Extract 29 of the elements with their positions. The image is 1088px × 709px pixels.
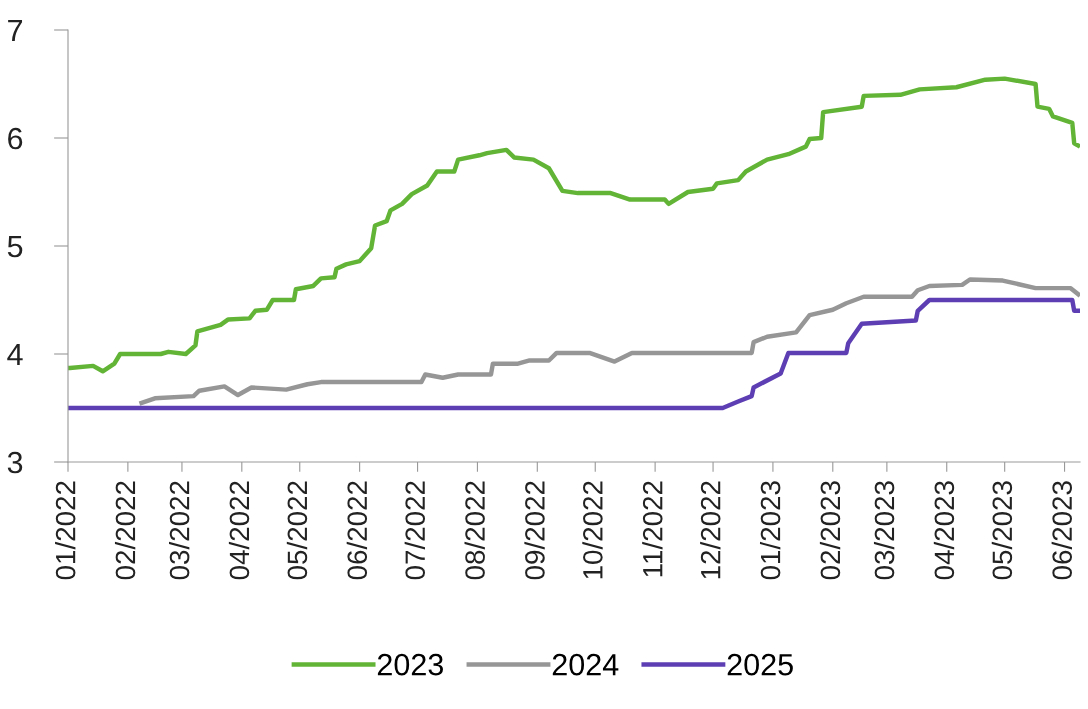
legend-label: 2023 [377, 653, 443, 676]
line-series [68, 297, 1080, 411]
x-tick-label: 01/2023 [759, 481, 781, 580]
x-tick-label: 04/2023 [933, 481, 955, 580]
x-tick-label: 09/2022 [524, 481, 545, 580]
y-tick-label: 7 [8, 20, 23, 42]
x-tick-label: 12/2022 [700, 481, 721, 579]
x-tick-label: 02/2022 [114, 481, 136, 580]
x-tick-label: 06/2023 [1051, 481, 1073, 580]
x-tick-label: 03/2023 [873, 481, 895, 580]
x-tick-label: 06/2022 [346, 481, 368, 580]
legend-label: 2024 [552, 653, 619, 676]
line-series [68, 76, 1080, 374]
x-tick-label: 01/2022 [55, 481, 76, 580]
line-series [137, 277, 1080, 406]
y-tick-label: 4 [7, 344, 23, 366]
x-tick-label: 05/2022 [286, 481, 308, 580]
x-tick-label: 03/2022 [169, 481, 190, 580]
x-tick-label: 02/2023 [819, 481, 841, 580]
x-tick-label: 08/2022 [464, 481, 485, 580]
x-tick-label: 07/2022 [404, 481, 426, 580]
y-tick-label: 6 [8, 127, 23, 150]
legend-label: 2025 [727, 653, 793, 676]
y-tick-label: 3 [7, 451, 23, 474]
y-tick-label: 5 [7, 236, 23, 258]
x-tick-label: 04/2022 [228, 481, 250, 580]
x-tick-label: 10/2022 [582, 481, 603, 579]
x-tick-label: 05/2023 [991, 481, 1013, 580]
x-tick-label: 11/2022 [642, 481, 663, 577]
